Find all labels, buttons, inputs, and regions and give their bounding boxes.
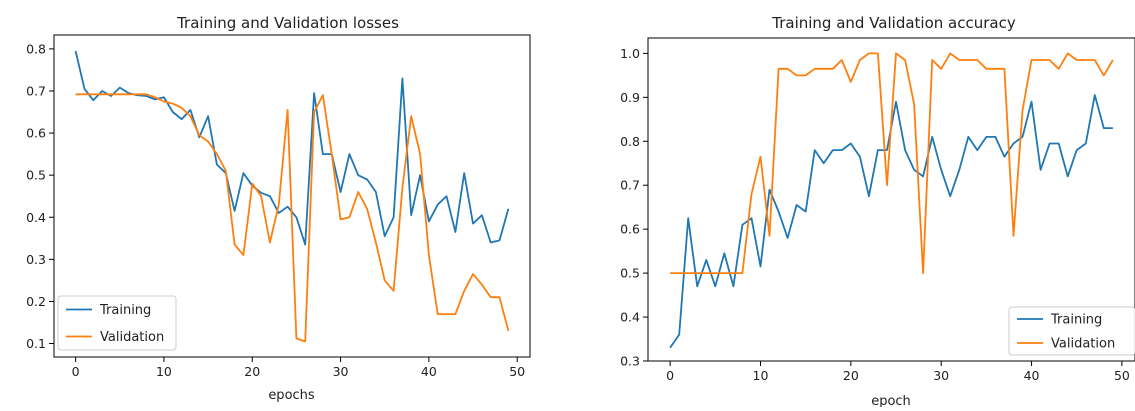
legend-label-validation: Validation bbox=[1051, 337, 1115, 352]
y-tick-label: 0.7 bbox=[620, 178, 640, 193]
y-tick-label: 0.5 bbox=[26, 168, 46, 183]
y-tick-label: 0.4 bbox=[620, 310, 640, 325]
x-tick-label: 20 bbox=[843, 368, 859, 383]
x-tick-label: 30 bbox=[933, 368, 949, 383]
y-tick-label: 0.6 bbox=[620, 222, 640, 237]
x-tick-label: 10 bbox=[156, 364, 172, 379]
chart-accuracy: Training and Validation accuracy 0 10 20 30 4… bbox=[620, 14, 1135, 409]
x-axis-label: epochs bbox=[268, 388, 315, 403]
y-tick-label: 1.0 bbox=[620, 46, 640, 61]
y-tick-label: 0.9 bbox=[620, 90, 640, 105]
y-tick-label: 0.3 bbox=[26, 252, 46, 267]
x-axis-label: epoch bbox=[871, 394, 911, 407]
axes-frame bbox=[53, 34, 531, 358]
chart-losses: Training and Validation losses 0 10 20 30 40 5… bbox=[26, 14, 531, 403]
y-tick-label: 0.4 bbox=[26, 210, 46, 225]
y-tick-label: 0.6 bbox=[26, 126, 46, 141]
y-tick-label: 0.3 bbox=[620, 354, 640, 369]
x-tick-label: 0 bbox=[666, 368, 674, 383]
legend: Training Validation bbox=[1008, 306, 1135, 356]
x-tick-label: 0 bbox=[72, 364, 80, 379]
chart-title: Training and Validation losses bbox=[176, 14, 399, 32]
y-tick-label: 0.5 bbox=[620, 266, 640, 281]
y-tick-label: 0.8 bbox=[26, 41, 46, 56]
x-tick-label: 50 bbox=[1114, 368, 1130, 383]
series-line-validation bbox=[670, 52, 1114, 275]
y-tick-label: 0.7 bbox=[26, 83, 46, 98]
y-tick-label: 0.8 bbox=[620, 134, 640, 149]
legend-label-training: Training bbox=[1050, 313, 1102, 328]
y-tick-label: 0.1 bbox=[26, 336, 46, 351]
y-tick-label: 0.2 bbox=[26, 294, 46, 309]
legend: Training Validation bbox=[57, 295, 177, 351]
x-tick-label: 10 bbox=[753, 368, 769, 383]
legend-label-training: Training bbox=[99, 303, 151, 318]
x-tick-label: 30 bbox=[333, 364, 349, 379]
axes-frame bbox=[647, 37, 1135, 362]
legend-label-validation: Validation bbox=[100, 330, 164, 345]
x-tick-label: 40 bbox=[1024, 368, 1040, 383]
x-tick-label: 20 bbox=[244, 364, 260, 379]
x-tick-label: 50 bbox=[509, 364, 525, 379]
series-line-validation bbox=[75, 93, 510, 343]
x-tick-label: 40 bbox=[421, 364, 437, 379]
chart-title: Training and Validation accuracy bbox=[771, 14, 1016, 32]
